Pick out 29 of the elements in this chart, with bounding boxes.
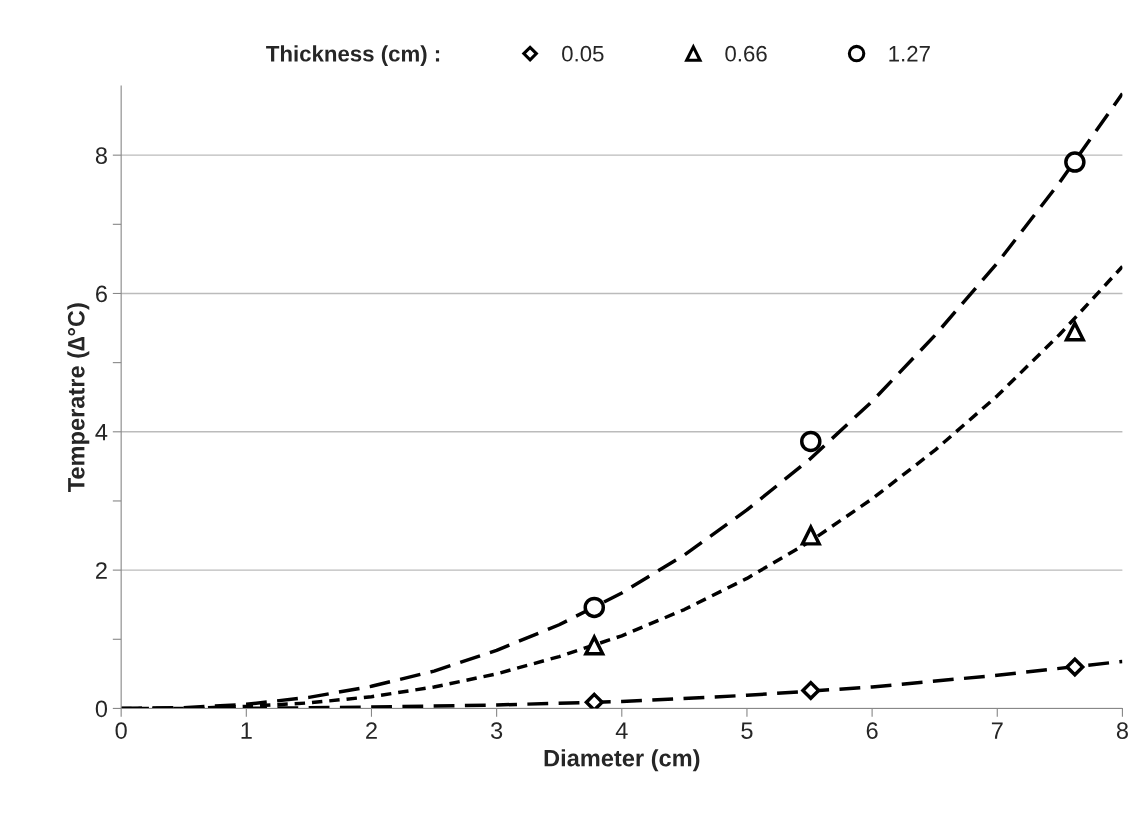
legend-title: Thickness (cm) :	[266, 45, 440, 66]
x-tick-label: 0	[115, 722, 127, 739]
point	[1064, 151, 1086, 173]
x-tick-label: 2	[366, 722, 377, 739]
point	[584, 635, 605, 656]
point	[1064, 321, 1085, 342]
y-tick-label: 4	[95, 424, 108, 441]
point	[801, 680, 821, 701]
y-tick-label: 0	[95, 700, 108, 718]
y-tick-label: 2	[96, 562, 107, 579]
legend-label: 1.27	[889, 45, 930, 62]
point	[584, 692, 604, 709]
point	[800, 525, 821, 546]
point	[1065, 657, 1085, 677]
legend-label: 0.05	[562, 45, 604, 62]
x-tick-label: 7	[991, 722, 1003, 739]
x-tick-label: 8	[1116, 722, 1128, 739]
x-tick-label: 5	[741, 722, 753, 739]
y-axis-title: Temperatre (∆°C)	[67, 303, 90, 492]
legend-label: 0.66	[725, 45, 767, 62]
x-tick-label: 1	[241, 722, 252, 739]
x-axis-title: Diameter (cm)	[544, 749, 700, 772]
point	[583, 596, 606, 619]
y-tick-label: 8	[95, 147, 107, 164]
x-tick-label: 6	[866, 722, 878, 739]
y-tick-label: 6	[96, 285, 107, 303]
x-tick-label: 4	[615, 722, 628, 739]
x-tick-label: 3	[490, 722, 503, 739]
point	[800, 430, 822, 453]
